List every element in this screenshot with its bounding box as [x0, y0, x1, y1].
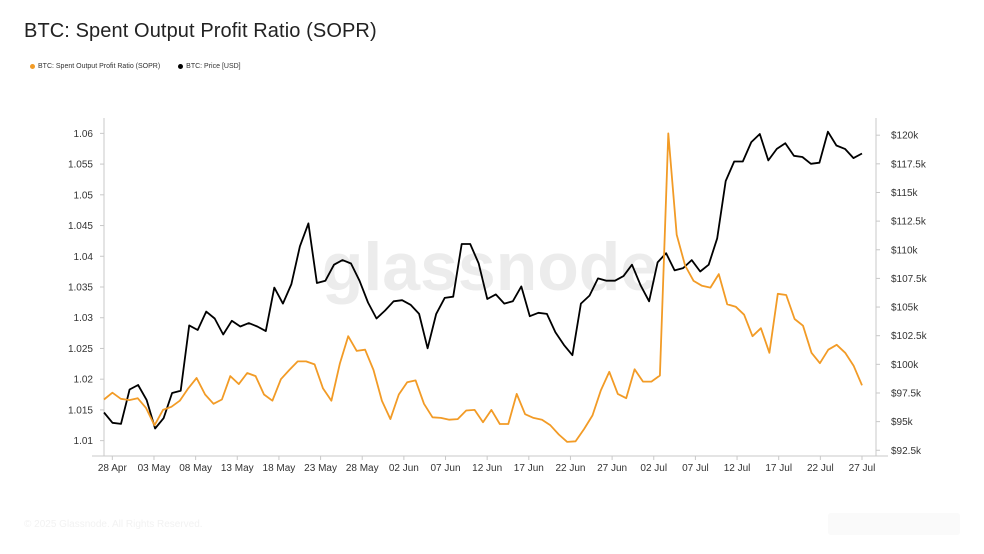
- left-tick-label: 1.025: [68, 344, 93, 355]
- x-tick-label: 08 May: [179, 463, 212, 474]
- right-tick-label: $102.5k: [891, 331, 928, 342]
- left-tick-label: 1.055: [68, 160, 93, 171]
- series-line-price: [103, 130, 863, 430]
- page-title: BTC: Spent Output Profit Ratio (SOPR): [24, 20, 377, 42]
- right-tick-label: $97.5k: [891, 388, 922, 399]
- footer-logo: [828, 513, 960, 535]
- left-tick-label: 1.015: [68, 405, 93, 416]
- series-line-sopr: [103, 132, 863, 443]
- x-tick-label: 27 Jun: [597, 463, 627, 474]
- x-tick-label: 28 May: [346, 463, 379, 474]
- left-axis-ticks: 1.01 1.015 1.02 1.025 1.03 1.035 1.04 1.045 1.05…: [68, 129, 104, 447]
- x-tick-label: 03 May: [138, 463, 171, 474]
- left-tick-label: 1.05: [74, 190, 94, 201]
- right-tick-label: $112.5k: [891, 217, 927, 228]
- left-tick-label: 1.02: [74, 375, 94, 386]
- right-tick-label: $115k: [891, 188, 919, 199]
- right-tick-label: $105k: [891, 303, 919, 314]
- left-tick-label: 1.035: [68, 283, 93, 294]
- x-tick-label: 17 Jul: [765, 463, 792, 474]
- left-tick-label: 1.04: [74, 252, 94, 263]
- x-tick-label: 12 Jul: [724, 463, 751, 474]
- left-tick-label: 1.01: [74, 436, 94, 447]
- legend-dot-price: [178, 64, 184, 69]
- left-tick-label: 1.045: [68, 221, 93, 232]
- legend-label-sopr: BTC: Spent Output Profit Ratio (SOPR): [38, 63, 161, 70]
- x-tick-label: 27 Jul: [849, 463, 876, 474]
- right-tick-label: $92.5k: [891, 446, 922, 457]
- right-tick-label: $117.5k: [891, 159, 927, 170]
- x-tick-label: 23 May: [304, 463, 337, 474]
- right-tick-label: $110k: [891, 245, 919, 256]
- legend-item-sopr[interactable]: BTC: Spent Output Profit Ratio (SOPR): [30, 63, 160, 70]
- x-tick-label: 07 Jul: [682, 463, 709, 474]
- left-tick-label: 1.06: [74, 129, 94, 140]
- legend-label-price: BTC: Price [USD]: [186, 63, 241, 70]
- x-tick-label: 13 May: [221, 463, 254, 474]
- x-tick-label: 02 Jul: [640, 463, 667, 474]
- x-axis-ticks: 28 Apr 03 May 08 May 13 May 18 May 23 May 28 M…: [98, 456, 875, 474]
- x-tick-label: 02 Jun: [389, 463, 419, 474]
- right-tick-label: $107.5k: [891, 274, 928, 285]
- left-tick-label: 1.03: [74, 313, 94, 324]
- legend-dot-sopr: [30, 64, 35, 69]
- x-tick-label: 28 Apr: [98, 463, 128, 474]
- x-tick-label: 07 Jun: [431, 463, 461, 474]
- right-tick-label: $100k: [891, 360, 919, 371]
- x-tick-label: 18 May: [263, 463, 296, 474]
- x-tick-label: 22 Jun: [555, 463, 585, 474]
- footer-copyright: © 2025 Glassnode. All Rights Reserved.: [24, 519, 203, 530]
- x-tick-label: 22 Jul: [807, 463, 834, 474]
- legend-item-price[interactable]: BTC: Price [USD]: [178, 63, 241, 70]
- right-axis-ticks: $92.5k $95k $97.5k $100k $102.5k $105k $107.5k…: [876, 131, 928, 457]
- chart-legend: BTC: Spent Output Profit Ratio (SOPR) BT…: [30, 63, 241, 70]
- x-tick-label: 17 Jun: [514, 463, 544, 474]
- watermark: glassnode: [322, 229, 658, 305]
- right-tick-label: $120k: [891, 131, 919, 142]
- right-tick-label: $95k: [891, 417, 914, 428]
- x-tick-label: 12 Jun: [472, 463, 502, 474]
